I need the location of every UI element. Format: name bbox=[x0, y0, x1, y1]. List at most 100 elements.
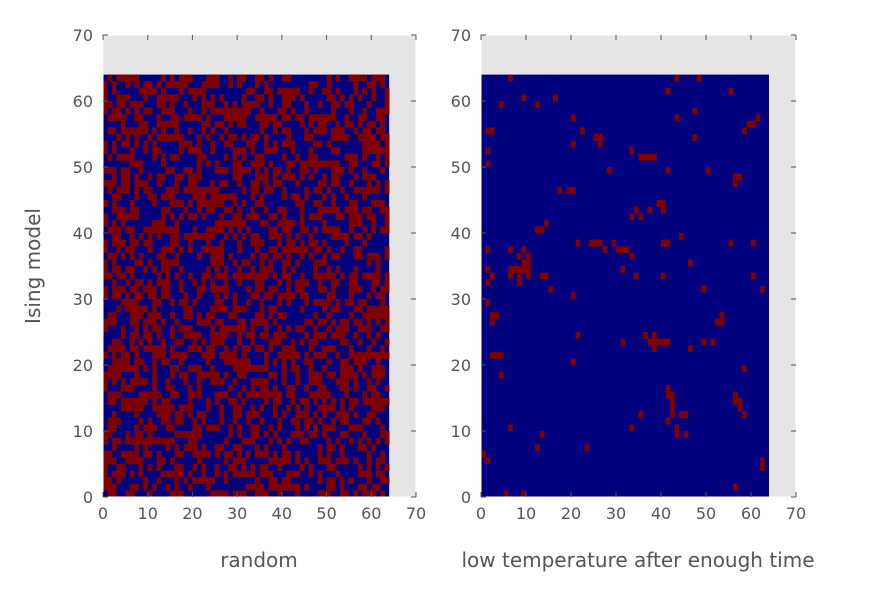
left-spin-up-cell bbox=[129, 246, 135, 254]
right-spin-up-cell bbox=[589, 239, 594, 247]
left-spin-up-cell bbox=[205, 483, 211, 491]
left-spin-up-cell bbox=[116, 206, 122, 214]
left-spin-up-cell bbox=[366, 470, 372, 478]
right-xlabel: low temperature after enough time bbox=[461, 548, 814, 572]
left-spin-up-cell bbox=[308, 114, 314, 122]
left-spin-up-cell bbox=[241, 437, 247, 445]
left-spin-up-cell bbox=[326, 272, 332, 280]
left-spin-up-cell bbox=[290, 417, 296, 425]
left-spin-up-cell bbox=[129, 252, 135, 260]
left-spin-up-cell bbox=[308, 431, 314, 438]
left-spin-up-cell bbox=[277, 233, 283, 240]
left-spin-up-cell bbox=[326, 483, 332, 491]
left-spin-up-cell bbox=[250, 365, 256, 372]
left-spin-up-cell bbox=[366, 457, 372, 465]
left-spin-up-cell bbox=[313, 338, 318, 346]
left-spin-up-cell bbox=[353, 74, 359, 82]
left-spin-up-cell bbox=[161, 87, 166, 95]
left-spin-up-cell bbox=[366, 464, 372, 471]
left-spin-up-cell bbox=[384, 107, 390, 115]
left-spin-up-cell bbox=[134, 186, 140, 194]
left-spin-up-cell bbox=[134, 107, 140, 115]
right-xtick-label: 20 bbox=[561, 504, 581, 523]
left-spin-up-cell bbox=[223, 292, 229, 300]
left-spin-up-cell bbox=[326, 490, 332, 498]
left-spin-up-cell bbox=[125, 81, 131, 89]
left-spin-up-cell bbox=[277, 252, 283, 260]
left-spin-up-cell bbox=[143, 365, 149, 372]
left-spin-up-cell bbox=[241, 219, 247, 227]
left-ytick-label: 0 bbox=[83, 488, 93, 507]
left-ytick-label: 70 bbox=[73, 26, 93, 45]
left-spin-up-cell bbox=[299, 398, 305, 405]
left-spin-up-cell bbox=[187, 147, 193, 155]
left-spin-up-cell bbox=[268, 259, 274, 267]
left-spin-up-cell bbox=[295, 365, 301, 372]
left-spin-up-cell bbox=[317, 384, 323, 392]
left-spin-up-cell bbox=[362, 147, 368, 155]
left-spin-up-cell bbox=[259, 193, 265, 201]
left-spin-up-cell bbox=[103, 431, 108, 438]
left-spin-up-cell bbox=[290, 246, 296, 254]
left-spin-up-cell bbox=[255, 272, 260, 280]
left-spin-up-cell bbox=[331, 193, 336, 201]
left-spin-up-cell bbox=[335, 411, 341, 419]
left-spin-up-cell bbox=[384, 318, 390, 326]
left-spin-up-cell bbox=[295, 193, 301, 201]
left-spin-up-cell bbox=[214, 186, 220, 194]
left-spin-up-cell bbox=[116, 213, 122, 221]
left-spin-up-cell bbox=[317, 285, 323, 293]
left-spin-up-cell bbox=[281, 206, 287, 214]
left-spin-up-cell bbox=[223, 206, 229, 214]
left-spin-up-cell bbox=[277, 417, 283, 425]
left-spin-up-cell bbox=[205, 186, 211, 194]
left-spin-up-cell bbox=[138, 398, 144, 405]
left-spin-up-cell bbox=[210, 101, 216, 108]
right-spin-up-cell bbox=[634, 272, 639, 280]
left-spin-up-cell bbox=[250, 332, 256, 339]
left-spin-up-cell bbox=[147, 226, 153, 234]
left-spin-up-cell bbox=[357, 318, 363, 326]
left-spin-up-cell bbox=[143, 437, 149, 445]
left-spin-up-cell bbox=[201, 107, 207, 115]
left-spin-up-cell bbox=[152, 219, 157, 227]
left-spin-up-cell bbox=[259, 239, 265, 247]
left-spin-up-cell bbox=[219, 444, 225, 452]
left-spin-up-cell bbox=[263, 444, 269, 452]
left-spin-up-cell bbox=[268, 345, 274, 353]
left-spin-up-cell bbox=[214, 285, 220, 293]
right-spin-up-cell bbox=[683, 431, 689, 438]
left-spin-up-cell bbox=[313, 378, 318, 386]
right-ytick-label: 40 bbox=[451, 224, 471, 243]
right-spin-up-cell bbox=[490, 312, 495, 320]
left-spin-up-cell bbox=[241, 134, 247, 141]
left-spin-up-cell bbox=[384, 351, 390, 359]
left-spin-up-cell bbox=[348, 437, 354, 445]
left-spin-up-cell bbox=[228, 226, 233, 234]
left-spin-up-cell bbox=[196, 186, 202, 194]
left-spin-up-cell bbox=[375, 140, 381, 148]
right-spin-up-cell bbox=[701, 285, 707, 293]
left-spin-up-cell bbox=[232, 219, 238, 227]
right-spin-up-cell bbox=[539, 431, 545, 438]
left-spin-up-cell bbox=[299, 431, 305, 438]
left-spin-up-cell bbox=[116, 371, 122, 379]
left-spin-up-cell bbox=[237, 358, 242, 366]
left-spin-up-cell bbox=[152, 358, 157, 366]
left-spin-up-cell bbox=[201, 318, 207, 326]
left-spin-up-cell bbox=[129, 305, 135, 313]
left-spin-up-cell bbox=[223, 266, 229, 273]
left-spin-up-cell bbox=[111, 180, 117, 188]
left-spin-up-cell bbox=[179, 417, 184, 425]
left-spin-up-cell bbox=[210, 351, 216, 359]
left-spin-up-cell bbox=[290, 431, 296, 438]
right-spin-up-cell bbox=[485, 457, 491, 465]
left-spin-up-cell bbox=[335, 378, 341, 386]
left-spin-up-cell bbox=[210, 74, 216, 82]
left-spin-up-cell bbox=[263, 219, 269, 227]
left-spin-up-cell bbox=[326, 450, 332, 458]
left-spin-up-cell bbox=[371, 120, 377, 128]
left-spin-up-cell bbox=[237, 74, 242, 82]
left-spin-up-cell bbox=[223, 180, 229, 188]
left-spin-up-cell bbox=[241, 153, 247, 161]
